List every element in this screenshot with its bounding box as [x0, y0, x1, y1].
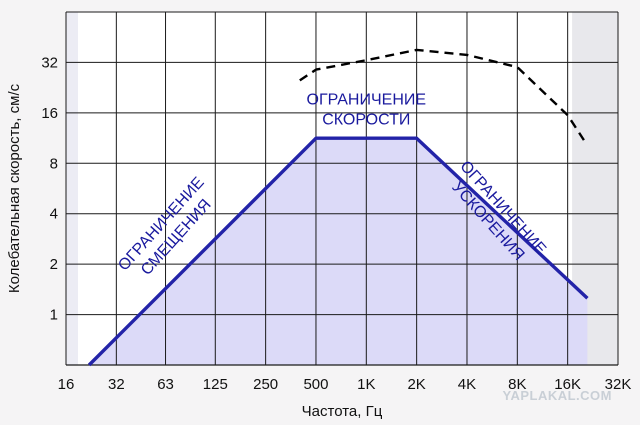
x-tick-label-11: 32K	[605, 376, 632, 393]
x-tick-label-2: 63	[157, 376, 174, 393]
y-tick-label-2: 4	[50, 206, 58, 223]
x-tick-label-0: 16	[58, 376, 75, 393]
series-0-area	[89, 138, 588, 365]
x-tick-label-7: 2K	[407, 376, 425, 393]
x-tick-label-10: 16K	[554, 376, 581, 393]
x-tick-label-5: 500	[303, 376, 328, 393]
watermark: YAPLAKAL.COM	[502, 388, 612, 403]
x-tick-label-1: 32	[108, 376, 125, 393]
grid	[65, 11, 619, 366]
x-tick-label-9: 8K	[508, 376, 526, 393]
y-tick-label-4: 16	[41, 105, 58, 122]
annotation-1: ОГРАНИЧЕНИЕ СКОРОСТИ	[307, 91, 427, 128]
y-tick-label-1: 2	[50, 256, 58, 273]
series-0-line	[87, 136, 589, 367]
y-tick-label-5: 32	[41, 54, 58, 71]
x-axis-title: Частота, Гц	[302, 403, 383, 420]
y-axis-title: Колебательная скорость, см/с	[6, 83, 23, 293]
x-tick-label-8: 4K	[458, 376, 476, 393]
x-tick-labels: 16 32 63 125 250 500 1K 2K 4K 8K 16K 32K	[58, 376, 632, 393]
plot-edge-shade-left	[66, 12, 78, 365]
series-layer	[87, 48, 589, 367]
annotation-1-line-1: СКОРОСТИ	[322, 111, 410, 128]
x-tick-label-3: 125	[203, 376, 228, 393]
x-tick-label-6: 1K	[357, 376, 375, 393]
x-tick-label-4: 250	[253, 376, 278, 393]
y-tick-label-0: 1	[50, 307, 58, 324]
annotation-1-line-0: ОГРАНИЧЕНИЕ	[307, 91, 427, 108]
area-fill-layer	[89, 138, 588, 365]
y-tick-label-3: 8	[50, 155, 58, 172]
y-tick-labels: 1 2 4 8 16 32	[41, 54, 58, 323]
